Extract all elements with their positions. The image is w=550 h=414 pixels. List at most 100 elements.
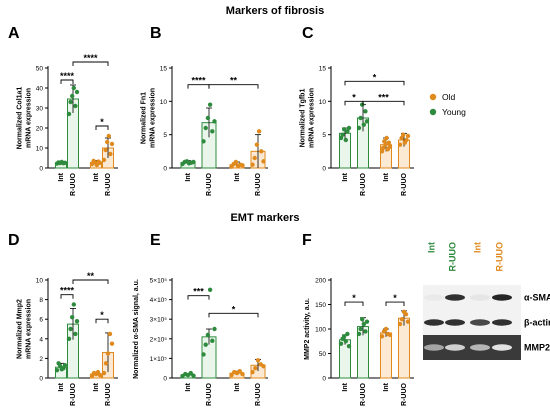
data-point xyxy=(106,133,112,139)
series-young xyxy=(180,287,217,379)
y-axis-label: mRNA expression xyxy=(26,88,33,148)
data-point xyxy=(346,343,352,349)
blot-band xyxy=(445,319,465,326)
y-tick-label: 15 xyxy=(160,66,168,73)
y-axis-label: Normalized α-SMA signal, a.u. xyxy=(133,279,140,379)
data-point xyxy=(229,372,234,378)
data-point xyxy=(109,141,115,147)
legend-young-label: Young xyxy=(442,107,466,117)
data-point xyxy=(363,329,368,334)
data-point xyxy=(338,341,344,346)
data-point xyxy=(101,157,107,163)
y-tick-label: 200 xyxy=(315,278,326,285)
data-point xyxy=(212,119,217,124)
data-point xyxy=(397,321,403,327)
x-tick-label: R-UUO xyxy=(105,382,112,405)
series-old xyxy=(229,129,266,169)
blot-band xyxy=(424,294,444,300)
blot-lane-label: R-UUO xyxy=(447,242,457,272)
data-point xyxy=(399,135,404,141)
data-point xyxy=(54,367,60,373)
data-point xyxy=(358,326,363,332)
x-tick-label: R-UUO xyxy=(70,382,77,405)
blot-band xyxy=(424,344,444,351)
data-point xyxy=(203,125,208,131)
data-point xyxy=(356,125,362,131)
y-tick-label: 6 xyxy=(39,317,43,324)
data-point xyxy=(71,85,77,91)
data-point xyxy=(108,151,113,157)
panel-D: D 0 2 4 6 8 10 Normalized Mmp2 mRNA expression In… xyxy=(8,232,118,406)
data-point xyxy=(383,326,389,332)
blot-band xyxy=(470,319,490,326)
series-old xyxy=(89,133,115,169)
y-tick-label: 0 xyxy=(163,376,167,383)
x-tick-label: Int xyxy=(383,172,390,181)
data-point xyxy=(261,159,266,164)
blot-band-label: α-SMA xyxy=(524,293,550,303)
data-point xyxy=(191,159,196,165)
data-point xyxy=(343,137,348,143)
x-tick-label: Int xyxy=(58,172,65,181)
data-point xyxy=(66,111,72,117)
data-point xyxy=(345,129,350,134)
data-point xyxy=(68,326,73,332)
significance-bracket xyxy=(208,84,259,89)
data-point xyxy=(207,287,213,292)
data-point xyxy=(205,332,211,338)
x-tick-label: Int xyxy=(93,172,100,181)
x-tick-label: Int xyxy=(234,172,241,181)
y-axis-label: mRNA expression xyxy=(150,88,157,148)
bar xyxy=(380,332,392,379)
data-point xyxy=(240,371,245,377)
data-point xyxy=(364,319,370,324)
blot-band xyxy=(470,344,490,351)
data-point xyxy=(70,315,75,320)
blot-band xyxy=(492,294,512,301)
x-tick-label: Int xyxy=(234,382,241,391)
significance-label: * xyxy=(352,293,356,303)
data-point xyxy=(253,366,258,371)
x-tick-label: R-UUO xyxy=(255,382,262,405)
data-point xyxy=(363,109,368,114)
significance-label: ** xyxy=(230,76,238,86)
significance-bracket xyxy=(72,279,109,284)
y-tick-label: 0 xyxy=(322,376,326,383)
y-tick-label: 150 xyxy=(315,302,326,309)
legend: Old Young xyxy=(429,92,466,117)
data-point xyxy=(207,102,213,107)
x-tick-label: Int xyxy=(58,382,65,391)
data-point xyxy=(97,372,103,378)
panel-B: B 0 5 10 15 Normalized Fn1 mRNA expression Int R… xyxy=(141,25,268,196)
significance-label: *** xyxy=(378,92,389,102)
x-tick-label: R-UUO xyxy=(105,172,112,195)
data-point xyxy=(259,149,264,154)
series-young xyxy=(338,317,370,379)
data-point xyxy=(107,331,113,337)
x-tick-label: R-UUO xyxy=(360,172,367,195)
data-point xyxy=(360,317,365,322)
data-point xyxy=(346,125,352,131)
series-young xyxy=(54,84,80,169)
significance-label: ** xyxy=(87,271,95,281)
x-tick-label: R-UUO xyxy=(70,172,77,195)
y-tick-label: 10 xyxy=(36,278,44,285)
x-tick-label: Int xyxy=(93,382,100,391)
panel-C: C 0 5 10 15 Normalized Tgfb1 mRNA expression In… xyxy=(300,25,414,196)
significance-bracket xyxy=(385,301,405,307)
series-young xyxy=(54,302,80,379)
y-tick-label: 3×10⁵ xyxy=(150,317,168,324)
data-point xyxy=(342,334,347,339)
blot-lane-label: Int xyxy=(472,242,482,253)
y-axis-label: mRNA expression xyxy=(26,299,33,359)
data-point xyxy=(73,103,78,109)
blot-lane-label: R-UUO xyxy=(494,242,504,272)
significance-bracket xyxy=(72,61,109,66)
y-tick-label: 50 xyxy=(36,66,44,73)
y-tick-label: 2×10⁵ xyxy=(150,336,168,343)
y-tick-label: 15 xyxy=(319,66,327,73)
x-tick-label: R-UUO xyxy=(401,382,408,405)
significance-label: * xyxy=(100,310,104,320)
data-point xyxy=(379,149,385,154)
y-tick-label: 30 xyxy=(36,106,44,113)
